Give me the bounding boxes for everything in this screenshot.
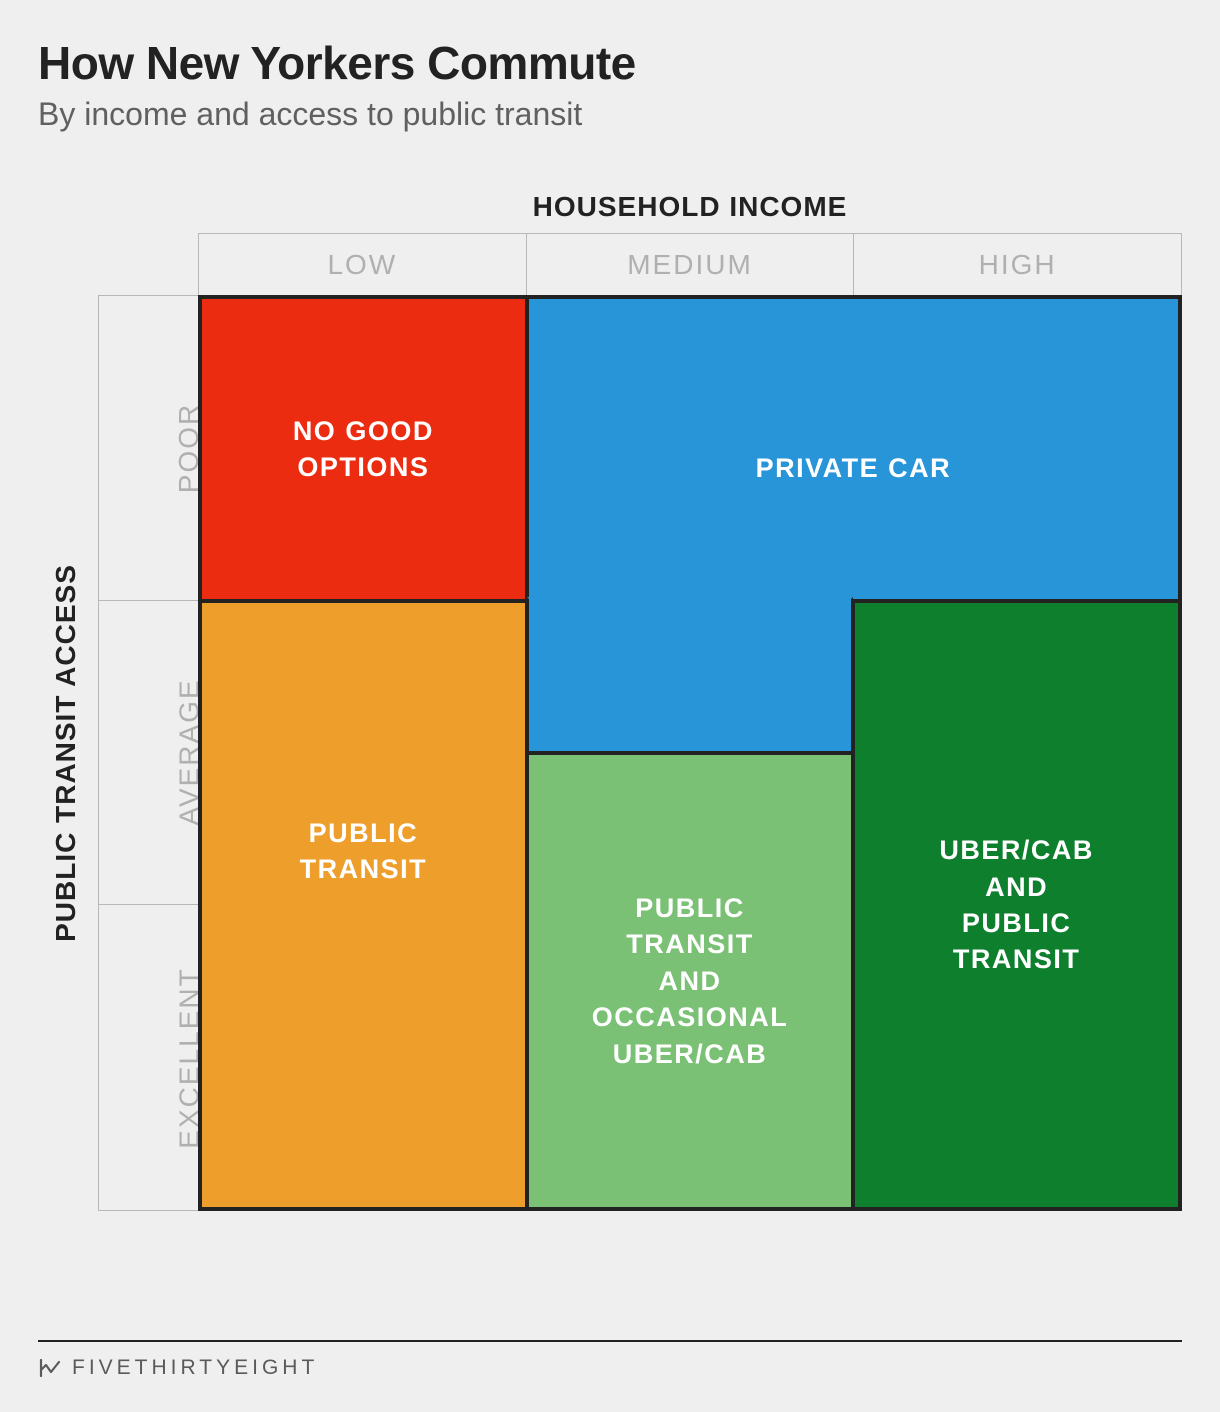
y-axis-title-text: PUBLIC TRANSIT ACCESS [50, 564, 82, 942]
y-axis-title: PUBLIC TRANSIT ACCESS [46, 295, 86, 1211]
grid-region: PRIVATE CAR [527, 297, 1180, 601]
fivethirtyeight-logo-icon [38, 1356, 62, 1380]
x-label-medium: MEDIUM [527, 234, 855, 295]
chart-title: How New Yorkers Commute [38, 36, 1182, 90]
x-label-low: LOW [199, 234, 527, 295]
grid-region: PUBLICTRANSITANDOCCASIONALUBER/CAB [527, 753, 854, 1209]
footer-brand: FIVETHIRTYEIGHT [72, 1356, 318, 1380]
footer: FIVETHIRTYEIGHT [38, 1340, 1182, 1380]
x-label-high: HIGH [854, 234, 1182, 295]
chart-grid: NO GOODOPTIONSPRIVATE CARPUBLICTRANSITPU… [198, 295, 1182, 1211]
y-axis-labels: POOR AVERAGE EXCELLENT [98, 295, 198, 1211]
x-axis-title: HOUSEHOLD INCOME [198, 191, 1182, 223]
grid-region: NO GOODOPTIONS [200, 297, 527, 601]
chart-area: HOUSEHOLD INCOME LOW MEDIUM HIGH PUBLIC … [98, 191, 1182, 1211]
x-axis-labels: LOW MEDIUM HIGH [198, 233, 1182, 295]
grid-region: UBER/CABANDPUBLICTRANSIT [853, 601, 1180, 1209]
grid-region: PUBLICTRANSIT [200, 601, 527, 1209]
chart-container: How New Yorkers Commute By income and ac… [0, 0, 1220, 1211]
chart-subtitle: By income and access to public transit [38, 96, 1182, 133]
grid-region [527, 597, 854, 753]
